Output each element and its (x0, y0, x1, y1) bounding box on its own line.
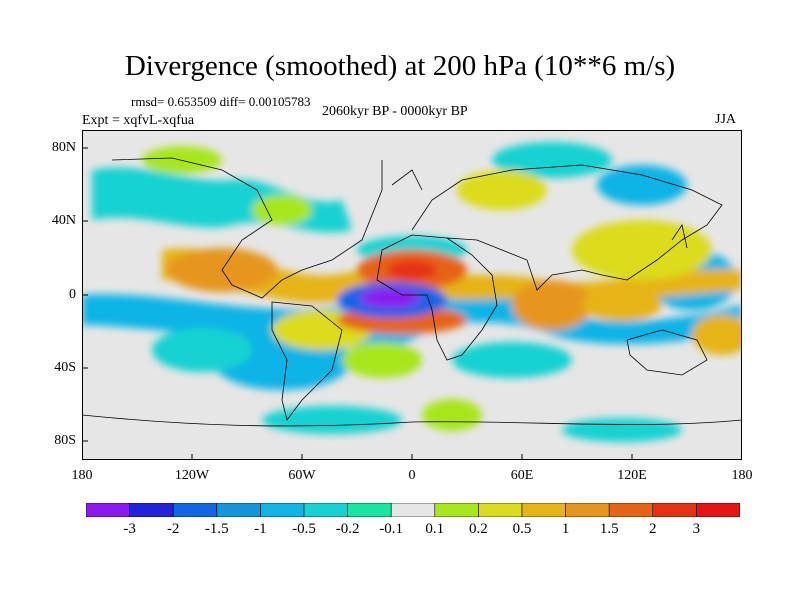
colorbar-swatch (129, 503, 174, 517)
coastlines (82, 157, 742, 427)
colorbar-swatch (608, 503, 654, 517)
stats-line: rmsd= 0.653509 diff= 0.00105783 (131, 94, 311, 109)
lat-tick-label: 80S (54, 433, 76, 448)
colorbar-swatch (86, 503, 130, 517)
colorbar-label: -1.5 (204, 521, 229, 537)
colorbar-label: 0.1 (425, 521, 445, 537)
colorbar-swatch (478, 503, 523, 517)
map-title: Divergence (smoothed) at 200 hPa (10**6 … (124, 50, 676, 82)
colorbar-label: 0.5 (512, 521, 532, 537)
colorbar-swatch (696, 503, 740, 517)
colorbar-label: 2 (649, 521, 657, 537)
colorbar-swatch (652, 503, 697, 517)
colorbar-label: -0.1 (379, 521, 404, 537)
colorbar-swatch (521, 503, 566, 517)
colorbar-swatch (565, 503, 610, 517)
colorbar-label: -0.2 (335, 521, 360, 537)
colorbar-swatch (216, 503, 261, 517)
lat-tick-label: 80N (51, 140, 76, 155)
lon-tick-label: 180 (731, 468, 753, 483)
colorbar (86, 503, 740, 517)
lon-tick-label: 60E (510, 468, 534, 483)
colorbar-label: 3 (692, 521, 701, 537)
colorbar-swatch (434, 503, 479, 517)
lat-tick-label: 40N (51, 213, 76, 228)
experiment-label: Expt = xqfvL-xqfua (82, 113, 195, 128)
period-label: 2060kyr BP - 0000kyr BP (322, 104, 468, 119)
divergence-map (82, 130, 742, 460)
colorbar-swatch (347, 503, 392, 517)
colorbar-swatch (390, 503, 436, 517)
colorbar-label: 1 (561, 521, 570, 537)
axis-ticks (82, 147, 633, 460)
lon-tick-label: 120W (174, 468, 210, 483)
colorbar-label: 1.5 (599, 521, 619, 537)
lon-tick-label: 180 (71, 468, 93, 483)
colorbar-label: -2 (166, 521, 180, 537)
colorbar-swatch (303, 503, 348, 517)
lat-tick-label: 40S (54, 360, 76, 375)
lon-tick-label: 0 (408, 468, 416, 483)
colorbar-label: -0.5 (292, 521, 316, 537)
colorbar-swatch (172, 503, 218, 517)
colorbar-label: -1 (254, 521, 267, 537)
lat-tick-label: 0 (69, 287, 76, 302)
colorbar-label: 0.2 (469, 521, 488, 537)
lon-tick-label: 120E (617, 468, 647, 483)
season-label: JJA (715, 112, 737, 127)
divergence-field (82, 142, 742, 442)
lon-tick-label: 60W (288, 468, 316, 483)
colorbar-label: -3 (123, 521, 136, 537)
colorbar-swatch (260, 503, 305, 517)
